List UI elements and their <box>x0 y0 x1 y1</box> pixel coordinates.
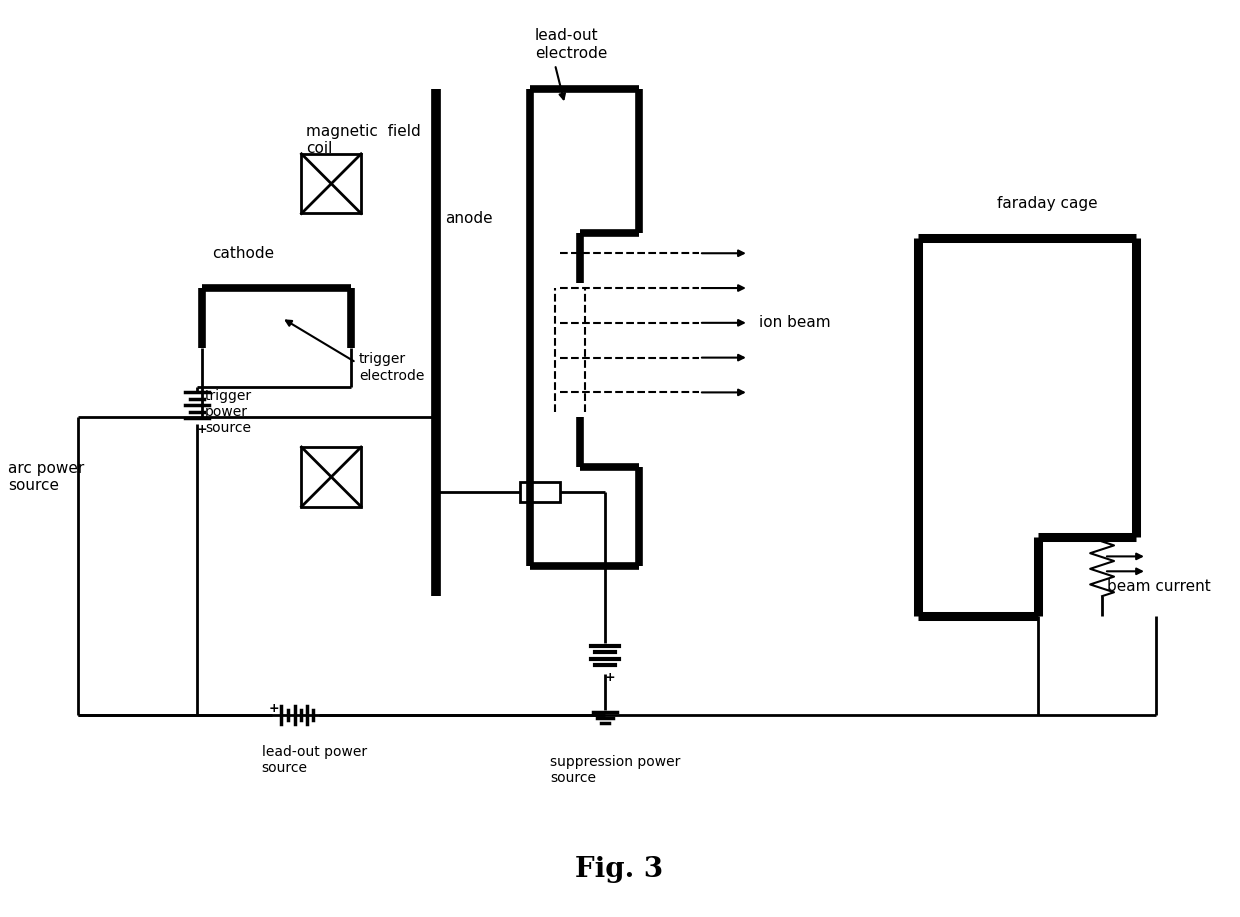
Text: coil: coil <box>306 141 332 157</box>
Text: faraday cage: faraday cage <box>997 196 1097 211</box>
Text: trigger
electrode: trigger electrode <box>360 352 424 382</box>
Text: +: + <box>604 671 615 684</box>
Bar <box>520 481 560 502</box>
Text: suppression power
source: suppression power source <box>551 755 681 785</box>
Text: +: + <box>268 702 279 715</box>
Text: beam current: beam current <box>1107 579 1210 593</box>
Text: arc power
source: arc power source <box>9 460 84 493</box>
Text: magnetic  field: magnetic field <box>306 125 422 139</box>
Text: +: + <box>197 423 207 436</box>
Text: lead-out
electrode: lead-out electrode <box>534 28 608 61</box>
Text: lead-out power
source: lead-out power source <box>262 745 367 775</box>
Text: cathode: cathode <box>212 246 274 260</box>
Text: Fig. 3: Fig. 3 <box>575 856 663 883</box>
Text: anode: anode <box>445 211 494 226</box>
Text: trigger
power
source: trigger power source <box>205 389 252 436</box>
Text: ion beam: ion beam <box>759 315 831 330</box>
Bar <box>301 154 361 214</box>
Bar <box>301 447 361 507</box>
